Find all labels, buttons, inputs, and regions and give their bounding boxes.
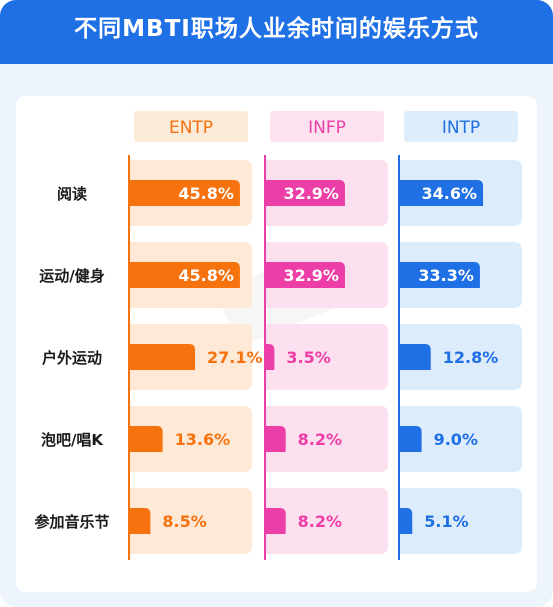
bar-entp <box>130 344 196 370</box>
data-label-intp: 9.0% <box>434 430 478 449</box>
bar-intp <box>400 508 413 534</box>
bar-infp <box>266 508 286 534</box>
data-label-entp: 45.8% <box>178 266 234 285</box>
bar-intp <box>400 262 480 288</box>
series-label-entp: ENTP <box>169 118 213 138</box>
series-label-intp: INTP <box>442 118 480 138</box>
series-label-bg-intp <box>404 111 518 142</box>
category-label: 运动/健身 <box>39 267 104 285</box>
cell-bg-intp <box>400 324 522 390</box>
data-label-infp: 3.5% <box>286 348 330 367</box>
cell-bg-entp <box>130 488 252 554</box>
bar-infp <box>266 344 275 370</box>
header-scallop-edge <box>0 56 553 64</box>
axis-line-intp <box>398 155 400 560</box>
bar-entp <box>130 508 151 534</box>
bar-intp <box>400 426 422 452</box>
cell-bg-entp <box>130 406 252 472</box>
cell-bg-infp <box>266 324 388 390</box>
scallop-path <box>0 56 553 64</box>
category-label: 泡吧/唱K <box>41 431 104 449</box>
data-label-entp: 8.5% <box>162 512 206 531</box>
category-label: 阅读 <box>57 185 87 203</box>
data-label-infp: 8.2% <box>298 512 342 531</box>
series-label-bg-infp <box>270 111 384 142</box>
data-label-infp: 32.9% <box>283 266 339 285</box>
category-label: 参加音乐节 <box>34 513 109 531</box>
axis-line-entp <box>128 155 130 560</box>
data-label-entp: 45.8% <box>178 184 234 203</box>
data-label-infp: 32.9% <box>283 184 339 203</box>
data-label-intp: 34.6% <box>422 184 478 203</box>
bar-entp <box>130 180 240 206</box>
bar-infp <box>266 180 345 206</box>
category-label: 户外运动 <box>42 349 102 367</box>
bar-intp <box>400 180 484 206</box>
cell-bg-intp <box>400 406 522 472</box>
bar-intp <box>400 344 431 370</box>
cell-bg-infp <box>266 406 388 472</box>
series-label-bg-entp <box>134 111 248 142</box>
data-label-entp: 13.6% <box>175 430 231 449</box>
bar-infp <box>266 262 345 288</box>
series-label-infp: INFP <box>308 118 346 138</box>
data-label-intp: 5.1% <box>424 512 468 531</box>
data-label-intp: 33.3% <box>418 266 474 285</box>
cell-bg-intp <box>400 488 522 554</box>
cell-bg-infp <box>266 488 388 554</box>
bar-entp <box>130 426 163 452</box>
bar-infp <box>266 426 286 452</box>
axis-line-infp <box>264 155 266 560</box>
chart-title: 不同MBTI职场人业余时间的娱乐方式 <box>74 16 479 42</box>
header-banner: 不同MBTI职场人业余时间的娱乐方式 <box>0 0 553 64</box>
data-label-infp: 8.2% <box>298 430 342 449</box>
data-label-entp: 27.1% <box>207 348 263 367</box>
data-label-intp: 12.8% <box>443 348 499 367</box>
bar-entp <box>130 262 240 288</box>
